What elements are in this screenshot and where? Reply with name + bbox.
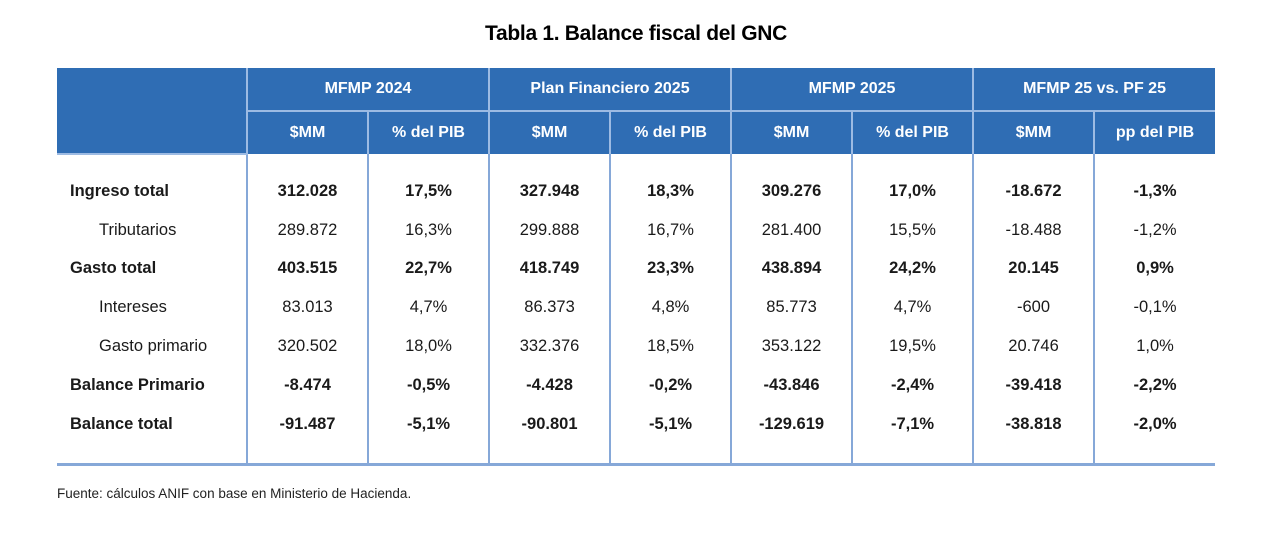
table-row: Ingreso total 312.028 17,5% 327.948 18,3% 309…	[57, 172, 1216, 211]
table-cell: 309.276	[730, 172, 853, 211]
table-cell: 320.502	[246, 327, 368, 366]
row-label: Gasto total	[70, 259, 157, 278]
row-label: Tributarios	[99, 220, 177, 239]
header-blank	[57, 68, 247, 155]
table-cell: 85.773	[730, 288, 853, 328]
table-cell: 15,5%	[851, 210, 974, 250]
table-cell: -43.846	[730, 365, 853, 405]
table-cell: -91.487	[246, 404, 368, 444]
spacer-row	[57, 443, 1216, 466]
table-cell: -5,1%	[366, 404, 490, 444]
table-cell: 83.013	[246, 288, 368, 328]
column-header: pp del PIB	[1093, 111, 1216, 154]
table-cell: 299.888	[488, 210, 611, 250]
table-cell: 1,0%	[1093, 327, 1216, 366]
table-cell: 86.373	[488, 288, 611, 328]
table-cell: 18,5%	[609, 327, 732, 366]
column-header: $MM	[730, 111, 853, 154]
row-label: Balance total	[70, 414, 173, 433]
spacer-row	[57, 154, 1216, 172]
table-cell: 327.948	[488, 172, 611, 211]
table-cell: 403.515	[246, 249, 368, 289]
table-cell: -0,2%	[609, 365, 732, 405]
row-label: Ingreso total	[70, 181, 170, 200]
table-title: Tabla 1. Balance fiscal del GNC	[485, 22, 787, 45]
table-cell: -90.801	[488, 404, 611, 444]
column-header: % del PIB	[366, 111, 490, 154]
table-cell: -600	[972, 288, 1095, 328]
table-cell: 4,7%	[366, 288, 490, 328]
table-row: Tributarios 289.872 16,3% 299.888 16,7% 281.4…	[57, 210, 1216, 250]
table-cell: 353.122	[730, 327, 853, 366]
table-cell: -18.672	[972, 172, 1095, 211]
table-row: Gasto primario 320.502 18,0% 332.376 18,5% 35…	[57, 327, 1216, 366]
fiscal-balance-table: MFMP 2024 Plan Financiero 2025 MFMP 2025…	[57, 68, 1216, 466]
column-header: $MM	[488, 111, 611, 154]
table-cell: 312.028	[246, 172, 368, 211]
row-label: Balance Primario	[70, 375, 205, 394]
group-header: Plan Financiero 2025	[488, 68, 732, 112]
table-cell: -0,5%	[366, 365, 490, 405]
table-cell: -129.619	[730, 404, 853, 444]
group-header: MFMP 25 vs. PF 25	[972, 68, 1216, 112]
table-cell: 17,5%	[366, 172, 490, 211]
table-cell: -8.474	[246, 365, 368, 405]
column-header: $MM	[972, 111, 1095, 154]
table-cell: -2,0%	[1093, 404, 1216, 444]
column-header: % del PIB	[609, 111, 732, 154]
table-cell: -38.818	[972, 404, 1095, 444]
table-cell: -0,1%	[1093, 288, 1216, 328]
table-cell: -7,1%	[851, 404, 974, 444]
row-label: Gasto primario	[99, 337, 208, 356]
table-cell: -5,1%	[609, 404, 732, 444]
table-cell: 16,3%	[366, 210, 490, 250]
table-cell: -2,2%	[1093, 365, 1216, 405]
group-header: MFMP 2025	[730, 68, 974, 112]
column-header: % del PIB	[851, 111, 974, 154]
table-cell: 20.145	[972, 249, 1095, 289]
table-cell: 4,8%	[609, 288, 732, 328]
table-cell: 332.376	[488, 327, 611, 366]
table-cell: 289.872	[246, 210, 368, 250]
table-row: Intereses 83.013 4,7% 86.373 4,8% 85.773 4,7% -…	[57, 288, 1216, 328]
table-cell: 4,7%	[851, 288, 974, 328]
table-cell: 19,5%	[851, 327, 974, 366]
table-cell: 281.400	[730, 210, 853, 250]
table-cell: 23,3%	[609, 249, 732, 289]
source-note: Fuente: cálculos ANIF con base en Minist…	[57, 486, 412, 501]
table-cell: 438.894	[730, 249, 853, 289]
table-cell: -18.488	[972, 210, 1095, 250]
table-cell: -1,2%	[1093, 210, 1216, 250]
table-cell: -4.428	[488, 365, 611, 405]
column-header: $MM	[246, 111, 368, 154]
table-cell: -39.418	[972, 365, 1095, 405]
table-cell: 18,3%	[609, 172, 732, 211]
table-cell: 24,2%	[851, 249, 974, 289]
table-row: Gasto total 403.515 22,7% 418.749 23,3% 438.8…	[57, 249, 1216, 289]
table-cell: 22,7%	[366, 249, 490, 289]
table-row: Balance Primario -8.474 -0,5% -4.428 -0,2% -4…	[57, 365, 1216, 405]
table-cell: 17,0%	[851, 172, 974, 211]
row-label: Intereses	[99, 298, 167, 317]
table-cell: -1,3%	[1093, 172, 1216, 211]
group-header: MFMP 2024	[245, 68, 490, 112]
table-cell: -2,4%	[851, 365, 974, 405]
table-cell: 18,0%	[366, 327, 490, 366]
table-cell: 20.746	[972, 327, 1095, 366]
table-cell: 418.749	[488, 249, 611, 289]
table-row: Balance total -91.487 -5,1% -90.801 -5,1% -12…	[57, 404, 1216, 444]
table-cell: 16,7%	[609, 210, 732, 250]
table-cell: 0,9%	[1093, 249, 1216, 289]
